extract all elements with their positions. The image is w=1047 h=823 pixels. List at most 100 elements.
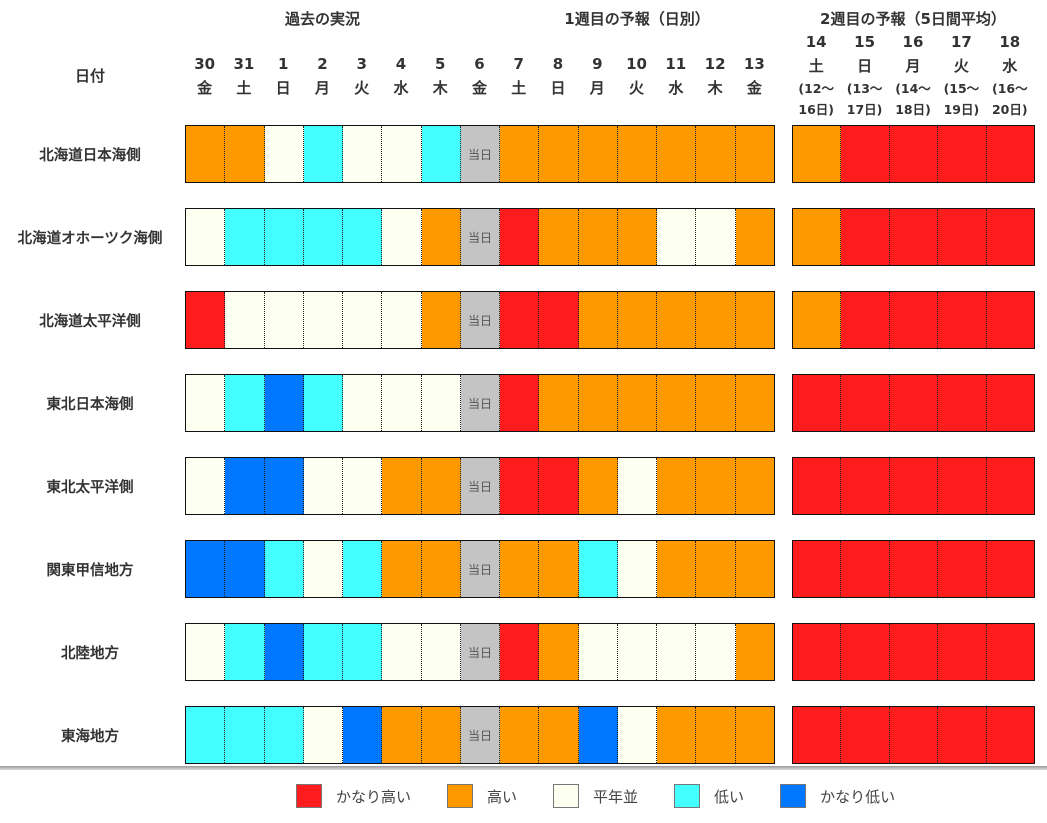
cell-かなり高い [500,292,540,348]
range-start: (15～ [943,81,980,96]
cell-高い [735,209,774,265]
week2-header: 16 月 (14～ 18日) [889,30,937,120]
cell-かなり高い [841,707,890,763]
day-number: 16 [902,33,924,51]
region-label: 東北日本海側 [46,397,134,413]
cell-平年並 [382,126,422,182]
cell-かなり高い [793,707,842,763]
cell-高い [793,292,842,348]
cell-高い [539,624,579,680]
cell-高い [500,541,540,597]
cell-かなり高い [841,292,890,348]
weekday: 水 [1002,57,1018,75]
cell-高い [735,458,774,514]
week2-grid [792,125,1035,183]
day-number: 30 [194,55,216,73]
cell-低い [186,707,226,763]
region-label: 東海地方 [61,729,119,745]
cell-高い [539,375,579,431]
cell-平年並 [382,209,422,265]
weekday: 土 [236,79,252,97]
cell-高い [735,541,774,597]
cell-高い [539,707,579,763]
cell-かなり高い [841,624,890,680]
cell-高い [539,541,579,597]
cell-today: 当日 [460,624,501,680]
cell-低い [264,707,304,763]
cell-高い [735,707,774,763]
range-end: 18日) [895,102,931,117]
week2-grid [792,623,1035,681]
cell-高い [617,292,658,348]
cell-高い [186,126,226,182]
cell-かなり高い [793,375,842,431]
cell-高い [578,126,618,182]
cell-平年並 [617,624,658,680]
cell-平年並 [303,541,344,597]
cell-平年並 [421,624,461,680]
weekday: 火 [629,79,645,97]
cell-平年並 [264,292,304,348]
day-number: 15 [854,33,876,51]
cell-高い [657,541,697,597]
range-end: 16日) [798,102,834,117]
weekday: 日 [550,79,566,97]
cell-平年並 [696,209,736,265]
cell-高い [617,375,658,431]
weekday: 金 [471,79,487,97]
cell-today: 当日 [460,458,501,514]
cell-高い [793,126,842,182]
cell-平年並 [264,126,304,182]
day-number: 10 [626,55,647,73]
cell-平年並 [186,375,226,431]
separator [0,766,1047,770]
range-end: 20日) [991,102,1028,117]
legend-item: 高い [447,784,517,808]
cell-平年並 [382,624,422,680]
cell-低い [225,624,265,680]
cell-低い [343,541,383,597]
day-number: 18 [999,33,1021,51]
cell-高い [696,707,736,763]
cell-today: 当日 [460,707,501,763]
cell-平年並 [343,292,383,348]
legend-item: 平年並 [553,784,638,808]
week2-grid [792,291,1035,349]
cell-高い [421,541,461,597]
region-label: 北海道太平洋側 [39,314,141,330]
day-number: 13 [743,55,765,73]
cell-かなり高い [841,209,890,265]
cell-today: 当日 [460,209,501,265]
day-number: 9 [592,55,603,73]
cell-かなり高い [186,292,226,348]
cell-高い [696,458,736,514]
cell-かなり高い [938,707,987,763]
cell-高い [578,375,618,431]
cell-低い [343,624,383,680]
legend-label: かなり高い [336,787,412,806]
cell-平年並 [421,375,461,431]
legend-label: 平年並 [593,787,639,806]
cell-かなり高い [986,458,1035,514]
cell-低い [225,209,265,265]
cell-低い [303,375,344,431]
legend-item: かなり低い [780,784,895,808]
week2-grid [792,457,1035,515]
daily-grid: 当日 [185,208,775,266]
cell-かなり高い [889,707,939,763]
cell-低い [421,126,461,182]
day-header: 12 木 [695,52,734,100]
week2-header: 18 水 (16～ 20日) [986,30,1034,120]
cell-高い [696,126,736,182]
cell-高い [657,707,697,763]
cell-かなり高い [938,292,987,348]
cell-かなり高い [889,209,939,265]
day-number: 6 [474,55,485,73]
week2-grid [792,540,1035,598]
day-header: 11 水 [656,52,695,100]
region-label: 北海道オホーツク海側 [17,231,163,247]
cell-平年並 [696,624,736,680]
